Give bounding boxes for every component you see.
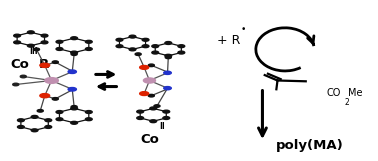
Circle shape [71,121,77,124]
Circle shape [56,111,63,114]
Text: •: • [240,25,246,34]
Text: CO: CO [327,88,341,98]
Circle shape [143,78,155,83]
Circle shape [45,126,52,128]
Circle shape [14,34,20,37]
Circle shape [71,107,77,110]
Circle shape [85,47,92,50]
Circle shape [178,51,185,54]
Circle shape [20,75,26,78]
Circle shape [150,107,156,110]
Circle shape [139,66,149,69]
Circle shape [45,78,58,83]
Circle shape [137,117,144,119]
Circle shape [68,70,76,73]
Circle shape [129,35,136,38]
Circle shape [116,45,123,48]
Circle shape [164,87,171,90]
Text: + R: + R [217,34,241,47]
Circle shape [148,94,154,97]
Circle shape [71,37,77,40]
Circle shape [165,54,172,57]
Circle shape [31,115,38,118]
Circle shape [17,119,24,122]
Circle shape [40,63,50,67]
Circle shape [14,41,20,44]
Circle shape [142,45,149,48]
Circle shape [17,126,24,128]
Circle shape [116,38,123,41]
Circle shape [31,129,38,132]
Circle shape [56,47,63,50]
Circle shape [142,38,149,41]
Text: III: III [30,47,38,56]
Circle shape [41,34,48,37]
Circle shape [152,51,159,54]
Text: poly(MA): poly(MA) [276,139,343,152]
Circle shape [165,56,171,59]
Circle shape [163,110,170,113]
Circle shape [129,48,136,51]
Circle shape [71,53,77,55]
Circle shape [52,98,58,100]
Circle shape [34,48,39,51]
Text: II: II [160,122,165,131]
Circle shape [40,94,50,98]
Circle shape [41,41,48,44]
Circle shape [148,64,154,67]
Circle shape [13,83,19,86]
Text: R: R [38,58,49,71]
Circle shape [164,71,171,74]
Circle shape [28,44,34,47]
Circle shape [68,88,76,91]
Circle shape [135,53,141,55]
Circle shape [152,45,159,48]
Circle shape [85,111,92,114]
Circle shape [45,119,52,122]
Circle shape [52,61,58,63]
Circle shape [71,106,77,108]
Circle shape [154,105,160,107]
Circle shape [150,120,156,123]
Text: Co: Co [140,133,159,146]
Circle shape [28,31,34,34]
Text: Co: Co [10,58,29,71]
Circle shape [178,45,185,48]
Circle shape [56,40,63,43]
Circle shape [165,42,172,44]
Circle shape [85,118,92,121]
Circle shape [139,92,149,95]
Circle shape [71,51,77,54]
Circle shape [56,118,63,121]
Text: Me: Me [348,88,363,98]
Text: 2: 2 [344,98,349,107]
Circle shape [163,117,170,119]
Circle shape [85,40,92,43]
Circle shape [137,110,144,113]
Circle shape [37,109,43,112]
